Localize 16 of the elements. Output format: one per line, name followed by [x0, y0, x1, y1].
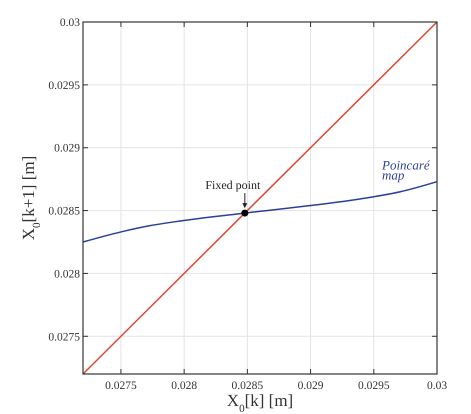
annotation: Fixed point: [205, 178, 261, 192]
x-tick-label: 0.028: [171, 380, 198, 392]
y-tick-label: 0.0295: [48, 80, 80, 92]
y-tick-label: 0.029: [54, 142, 80, 155]
x-tick-label: 0.0275: [105, 380, 137, 392]
y-tick-label: 0.0285: [48, 206, 80, 218]
x-tick-label: 0.0295: [358, 380, 390, 392]
x-axis-title: X$_{0}$[k] [m]: [226, 391, 294, 414]
y-tick-label: 0.028: [54, 268, 80, 280]
x-tick-label: 0.0285: [232, 380, 264, 392]
line-series: [82, 180, 438, 243]
y-tick-label: 0.03: [60, 17, 80, 29]
x-tick-label: 0.03: [426, 380, 448, 392]
y-tick-label: 0.0275: [48, 331, 80, 344]
x-tick-label: 0.029: [298, 380, 324, 392]
series-label: Poincaré map: [381, 158, 431, 183]
